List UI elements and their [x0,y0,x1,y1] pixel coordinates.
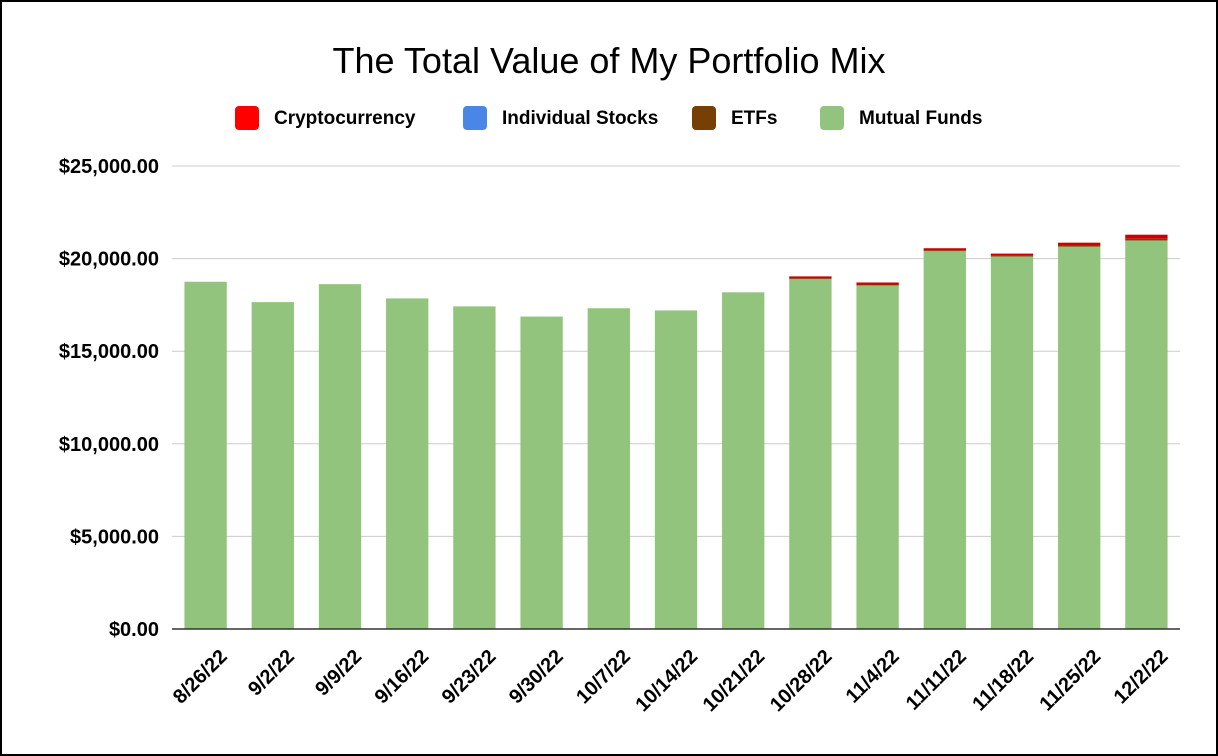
bar-etfs [1058,245,1101,247]
bar-mutual-funds [923,250,966,629]
bar-mutual-funds [453,306,496,629]
bar-etfs [789,278,832,280]
bar-mutual-funds [654,310,698,629]
y-tick-label: $5,000.00 [70,526,159,548]
bars [184,234,1168,630]
bar-mutual-funds [856,284,899,629]
bar-mutual-funds [318,284,362,629]
legend: Cryptocurrency Individual Stocks ETFs Mutua… [235,106,982,130]
x-axis: 8/26/22 9/2/22 9/9/22 9/16/22 9/23/22 9/30/22… [169,628,1180,717]
bar-mutual-funds [722,292,765,629]
x-tick-label: 8/26/22 [169,646,232,709]
y-tick-label: $20,000.00 [59,249,159,271]
bar-cryptocurrency [1125,234,1168,239]
y-tick-label: $0.00 [109,619,159,641]
x-tick-label: 12/2/22 [1110,646,1173,709]
y-tick-label: $10,000.00 [59,434,159,456]
x-tick-label: 10/21/22 [699,646,770,717]
x-tick-label: 11/4/22 [842,646,904,708]
x-tick-label: 11/18/22 [968,646,1038,716]
x-tick-label: 10/28/22 [766,646,837,717]
bar-mutual-funds [386,298,429,629]
bar-mutual-funds [520,316,563,629]
bar-etfs [923,250,966,252]
legend-label: ETFs [731,108,777,129]
legend-label: Mutual Funds [859,108,982,129]
bar-mutual-funds [251,302,294,629]
bar-cryptocurrency [990,253,1034,256]
bar-mutual-funds [184,281,227,629]
y-tick-label: $25,000.00 [59,156,159,178]
y-axis: $0.00 $5,000.00 $10,000.00 $15,000.00 $20,00… [59,156,159,641]
x-tick-label: 10/14/22 [632,646,703,717]
x-tick-label: 9/2/22 [244,646,299,701]
x-tick-label: 9/30/22 [505,646,568,709]
legend-swatch [820,106,844,130]
x-tick-label: 10/7/22 [572,646,635,709]
legend-label: Cryptocurrency [274,108,416,129]
legend-label: Individual Stocks [502,108,658,129]
bar-etfs [990,255,1034,257]
bar-etfs [1125,238,1168,241]
bar-cryptocurrency [856,282,899,285]
x-tick-label: 11/25/22 [1036,646,1106,716]
legend-swatch [692,106,716,130]
x-tick-label: 11/11/22 [902,646,971,715]
x-tick-label: 9/23/22 [438,646,501,709]
bar-mutual-funds [1125,240,1168,630]
bar-mutual-funds [1058,246,1101,629]
x-tick-label: 9/16/22 [371,646,434,709]
bar-mutual-funds [990,256,1034,629]
legend-swatch [235,106,259,130]
chart-title: The Total Value of My Portfolio Mix [333,40,886,81]
legend-swatch [463,106,487,130]
bar-cryptocurrency [923,248,966,251]
bar-cryptocurrency [789,276,832,279]
y-tick-label: $15,000.00 [59,341,159,363]
bar-etfs [856,284,899,286]
bar-cryptocurrency [1058,242,1101,246]
x-tick-label: 9/9/22 [311,646,366,701]
bar-mutual-funds [587,308,630,629]
bar-mutual-funds [789,278,832,629]
